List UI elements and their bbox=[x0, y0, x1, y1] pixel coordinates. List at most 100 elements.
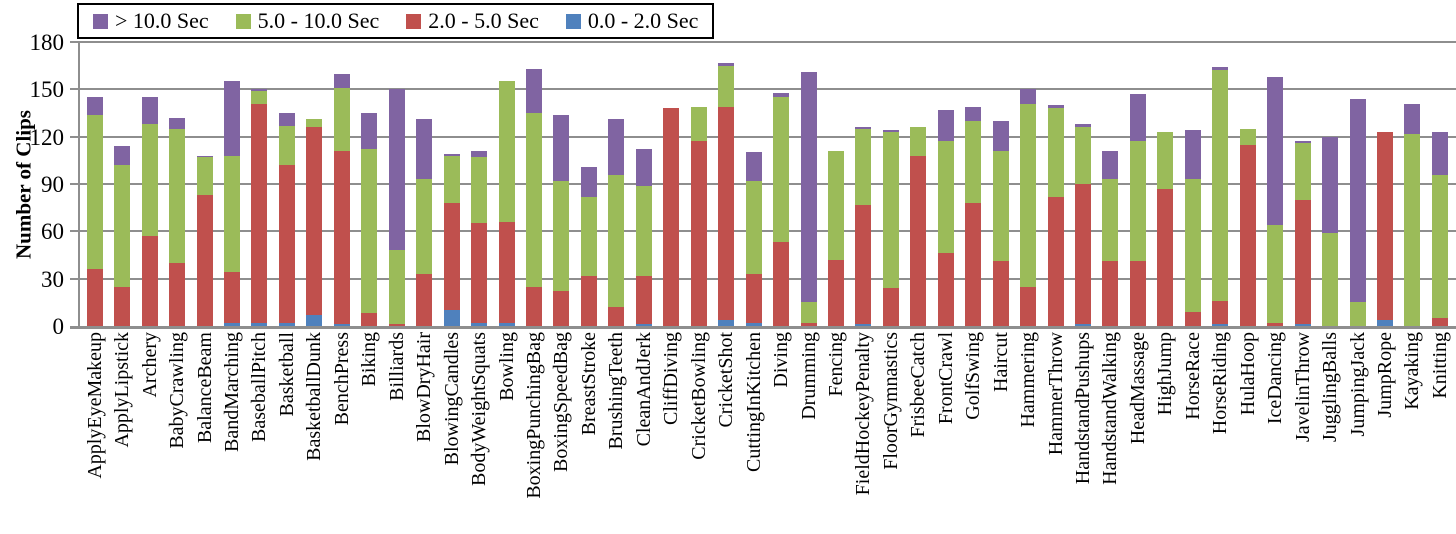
x-category-label: FieldHockeyPenalty bbox=[852, 332, 875, 496]
bar-BandMarching bbox=[223, 42, 240, 326]
bar-slot bbox=[712, 42, 739, 326]
x-category-label: Hammering bbox=[1017, 332, 1040, 428]
bar-slot bbox=[1399, 42, 1426, 326]
bar-segment bbox=[196, 157, 213, 196]
x-label-slot: Billiards bbox=[383, 332, 410, 532]
bar-segment bbox=[580, 166, 597, 197]
bar-segment bbox=[1075, 324, 1092, 326]
bar-Haircut bbox=[992, 42, 1009, 326]
bar-slot bbox=[1207, 42, 1234, 326]
bar-segment bbox=[1377, 131, 1394, 320]
bar-segment bbox=[992, 150, 1009, 262]
bar-segment bbox=[1294, 143, 1311, 200]
bar-segment bbox=[635, 324, 652, 326]
bar-segment bbox=[361, 113, 378, 150]
bar-segment bbox=[1102, 261, 1119, 326]
bar-segment bbox=[882, 130, 899, 132]
bar-segment bbox=[1267, 225, 1284, 323]
x-category-label: BasketballDunk bbox=[303, 332, 326, 461]
bar-segment bbox=[718, 65, 735, 107]
bar-segment bbox=[1294, 141, 1311, 143]
bar-segment bbox=[1047, 108, 1064, 197]
bar-segment bbox=[1212, 324, 1229, 326]
bar-slot bbox=[383, 42, 410, 326]
bar-segment bbox=[471, 157, 488, 224]
x-label-slot: HorseRace bbox=[1179, 332, 1206, 532]
bar-slot bbox=[1344, 42, 1371, 326]
bar-segment bbox=[745, 180, 762, 274]
x-category-label: HandstandWalking bbox=[1099, 332, 1122, 485]
x-label-slot: FrontCrawl bbox=[932, 332, 959, 532]
x-label-slot: HammerThrow bbox=[1042, 332, 1069, 532]
bar-segment bbox=[498, 322, 515, 326]
x-label-slot: Archery bbox=[136, 332, 163, 532]
bar-segment bbox=[580, 275, 597, 326]
bar-segment bbox=[333, 324, 350, 326]
bar-segment bbox=[827, 259, 844, 326]
x-label-slot: BalanceBeam bbox=[191, 332, 218, 532]
bar-segment bbox=[965, 120, 982, 203]
bar-Diving bbox=[773, 42, 790, 326]
bar-Drumming bbox=[800, 42, 817, 326]
legend-marker-swatch-icon bbox=[235, 13, 251, 29]
bar-CleanAndJerk bbox=[635, 42, 652, 326]
x-label-slot: BasketballDunk bbox=[301, 332, 328, 532]
x-label-slot: Kayaking bbox=[1399, 332, 1426, 532]
x-category-label: Basketball bbox=[275, 332, 298, 417]
bar-slot bbox=[1124, 42, 1151, 326]
x-category-label: HulaHoop bbox=[1236, 332, 1259, 416]
bar-segment bbox=[388, 250, 405, 325]
x-label-slot: Hammering bbox=[1014, 332, 1041, 532]
bar-segment bbox=[333, 150, 350, 325]
bar-segment bbox=[443, 154, 460, 156]
legend-marker-swatch-icon bbox=[406, 13, 422, 29]
x-label-slot: JumpingJack bbox=[1344, 332, 1371, 532]
bar-segment bbox=[663, 108, 680, 326]
legend-label: 5.0 - 10.0 Sec bbox=[257, 8, 380, 33]
bar-FloorGymnastics bbox=[882, 42, 899, 326]
x-label-slot: BoxingPunchingBag bbox=[520, 332, 547, 532]
bar-segment bbox=[1294, 324, 1311, 326]
bar-slot bbox=[273, 42, 300, 326]
x-label-slot: JugglingBalls bbox=[1316, 332, 1343, 532]
bar-FieldHockeyPenalty bbox=[855, 42, 872, 326]
bar-slot bbox=[108, 42, 135, 326]
bar-segment bbox=[608, 307, 625, 326]
x-label-slot: FieldHockeyPenalty bbox=[850, 332, 877, 532]
bar-BalanceBeam bbox=[196, 42, 213, 326]
bar-segment bbox=[1102, 150, 1119, 180]
bar-segment bbox=[1157, 188, 1174, 326]
bar-JumpRope bbox=[1377, 42, 1394, 326]
x-category-label: Knitting bbox=[1428, 332, 1451, 399]
bar-slot bbox=[163, 42, 190, 326]
bar-segment bbox=[882, 131, 899, 289]
bar-segment bbox=[855, 128, 872, 205]
bar-segment bbox=[443, 155, 460, 203]
bar-slot bbox=[218, 42, 245, 326]
bar-segment bbox=[361, 313, 378, 326]
bar-CliffDiving bbox=[663, 42, 680, 326]
bar-segment bbox=[718, 106, 735, 320]
bar-slot bbox=[658, 42, 685, 326]
bar-segment bbox=[1404, 103, 1421, 134]
x-category-label: BodyWeightSquats bbox=[468, 332, 491, 486]
bar-IceDancing bbox=[1267, 42, 1284, 326]
y-tick-label: 120 bbox=[29, 124, 65, 150]
bar-segment bbox=[553, 114, 570, 181]
x-category-label: HighJump bbox=[1154, 332, 1177, 416]
bar-CricketBowling bbox=[690, 42, 707, 326]
bar-HandstandWalking bbox=[1102, 42, 1119, 326]
bar-segment bbox=[86, 97, 103, 115]
bar-slot bbox=[1289, 42, 1316, 326]
bar-segment bbox=[1047, 196, 1064, 326]
bar-segment bbox=[141, 124, 158, 237]
x-label-slot: JumpRope bbox=[1371, 332, 1398, 532]
bar-segment bbox=[1020, 286, 1037, 326]
x-category-label: BrushingTeeth bbox=[605, 332, 628, 450]
bar-segment bbox=[773, 92, 790, 98]
bar-segment bbox=[1294, 199, 1311, 325]
bar-segment bbox=[553, 180, 570, 292]
gridline-y-90 bbox=[70, 183, 1456, 185]
bar-segment bbox=[910, 127, 927, 156]
bar-segment bbox=[635, 275, 652, 325]
